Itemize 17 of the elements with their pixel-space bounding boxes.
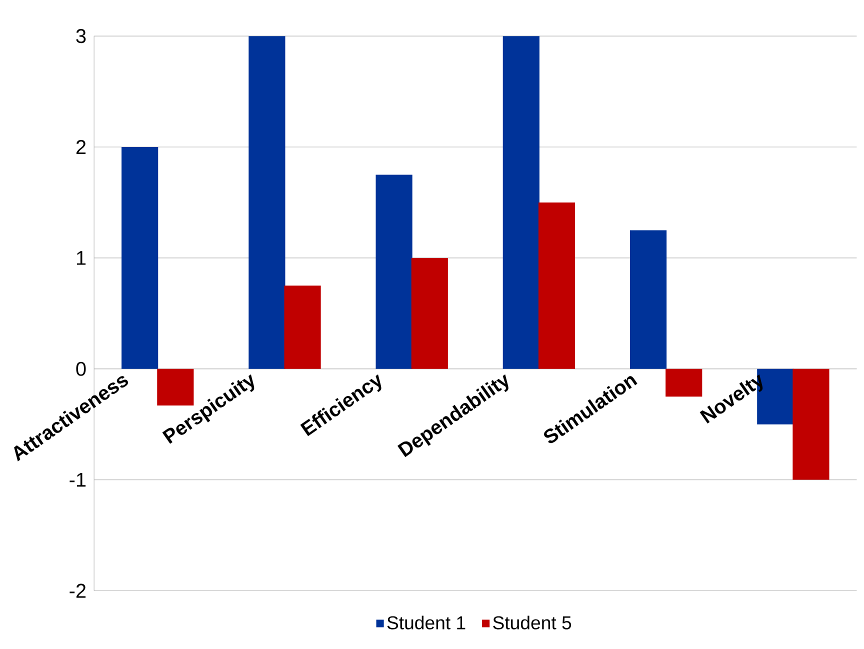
bar bbox=[376, 174, 412, 369]
legend-label: Student 1 bbox=[387, 616, 466, 630]
legend-label: Student 5 bbox=[493, 616, 572, 630]
y-tick-label: 0 bbox=[76, 362, 86, 376]
bar bbox=[248, 36, 286, 369]
y-tick-label: -2 bbox=[70, 584, 86, 598]
bar bbox=[122, 147, 158, 369]
bar bbox=[411, 258, 448, 369]
y-tick-label: 1 bbox=[76, 251, 86, 265]
bar bbox=[502, 36, 540, 369]
bar bbox=[792, 368, 830, 480]
bar bbox=[538, 202, 576, 369]
y-tick-label: -1 bbox=[70, 472, 86, 487]
bar bbox=[284, 286, 321, 369]
bar bbox=[630, 230, 667, 369]
y-tick-label: 2 bbox=[76, 140, 86, 154]
y-tick-label: 3 bbox=[76, 29, 86, 44]
